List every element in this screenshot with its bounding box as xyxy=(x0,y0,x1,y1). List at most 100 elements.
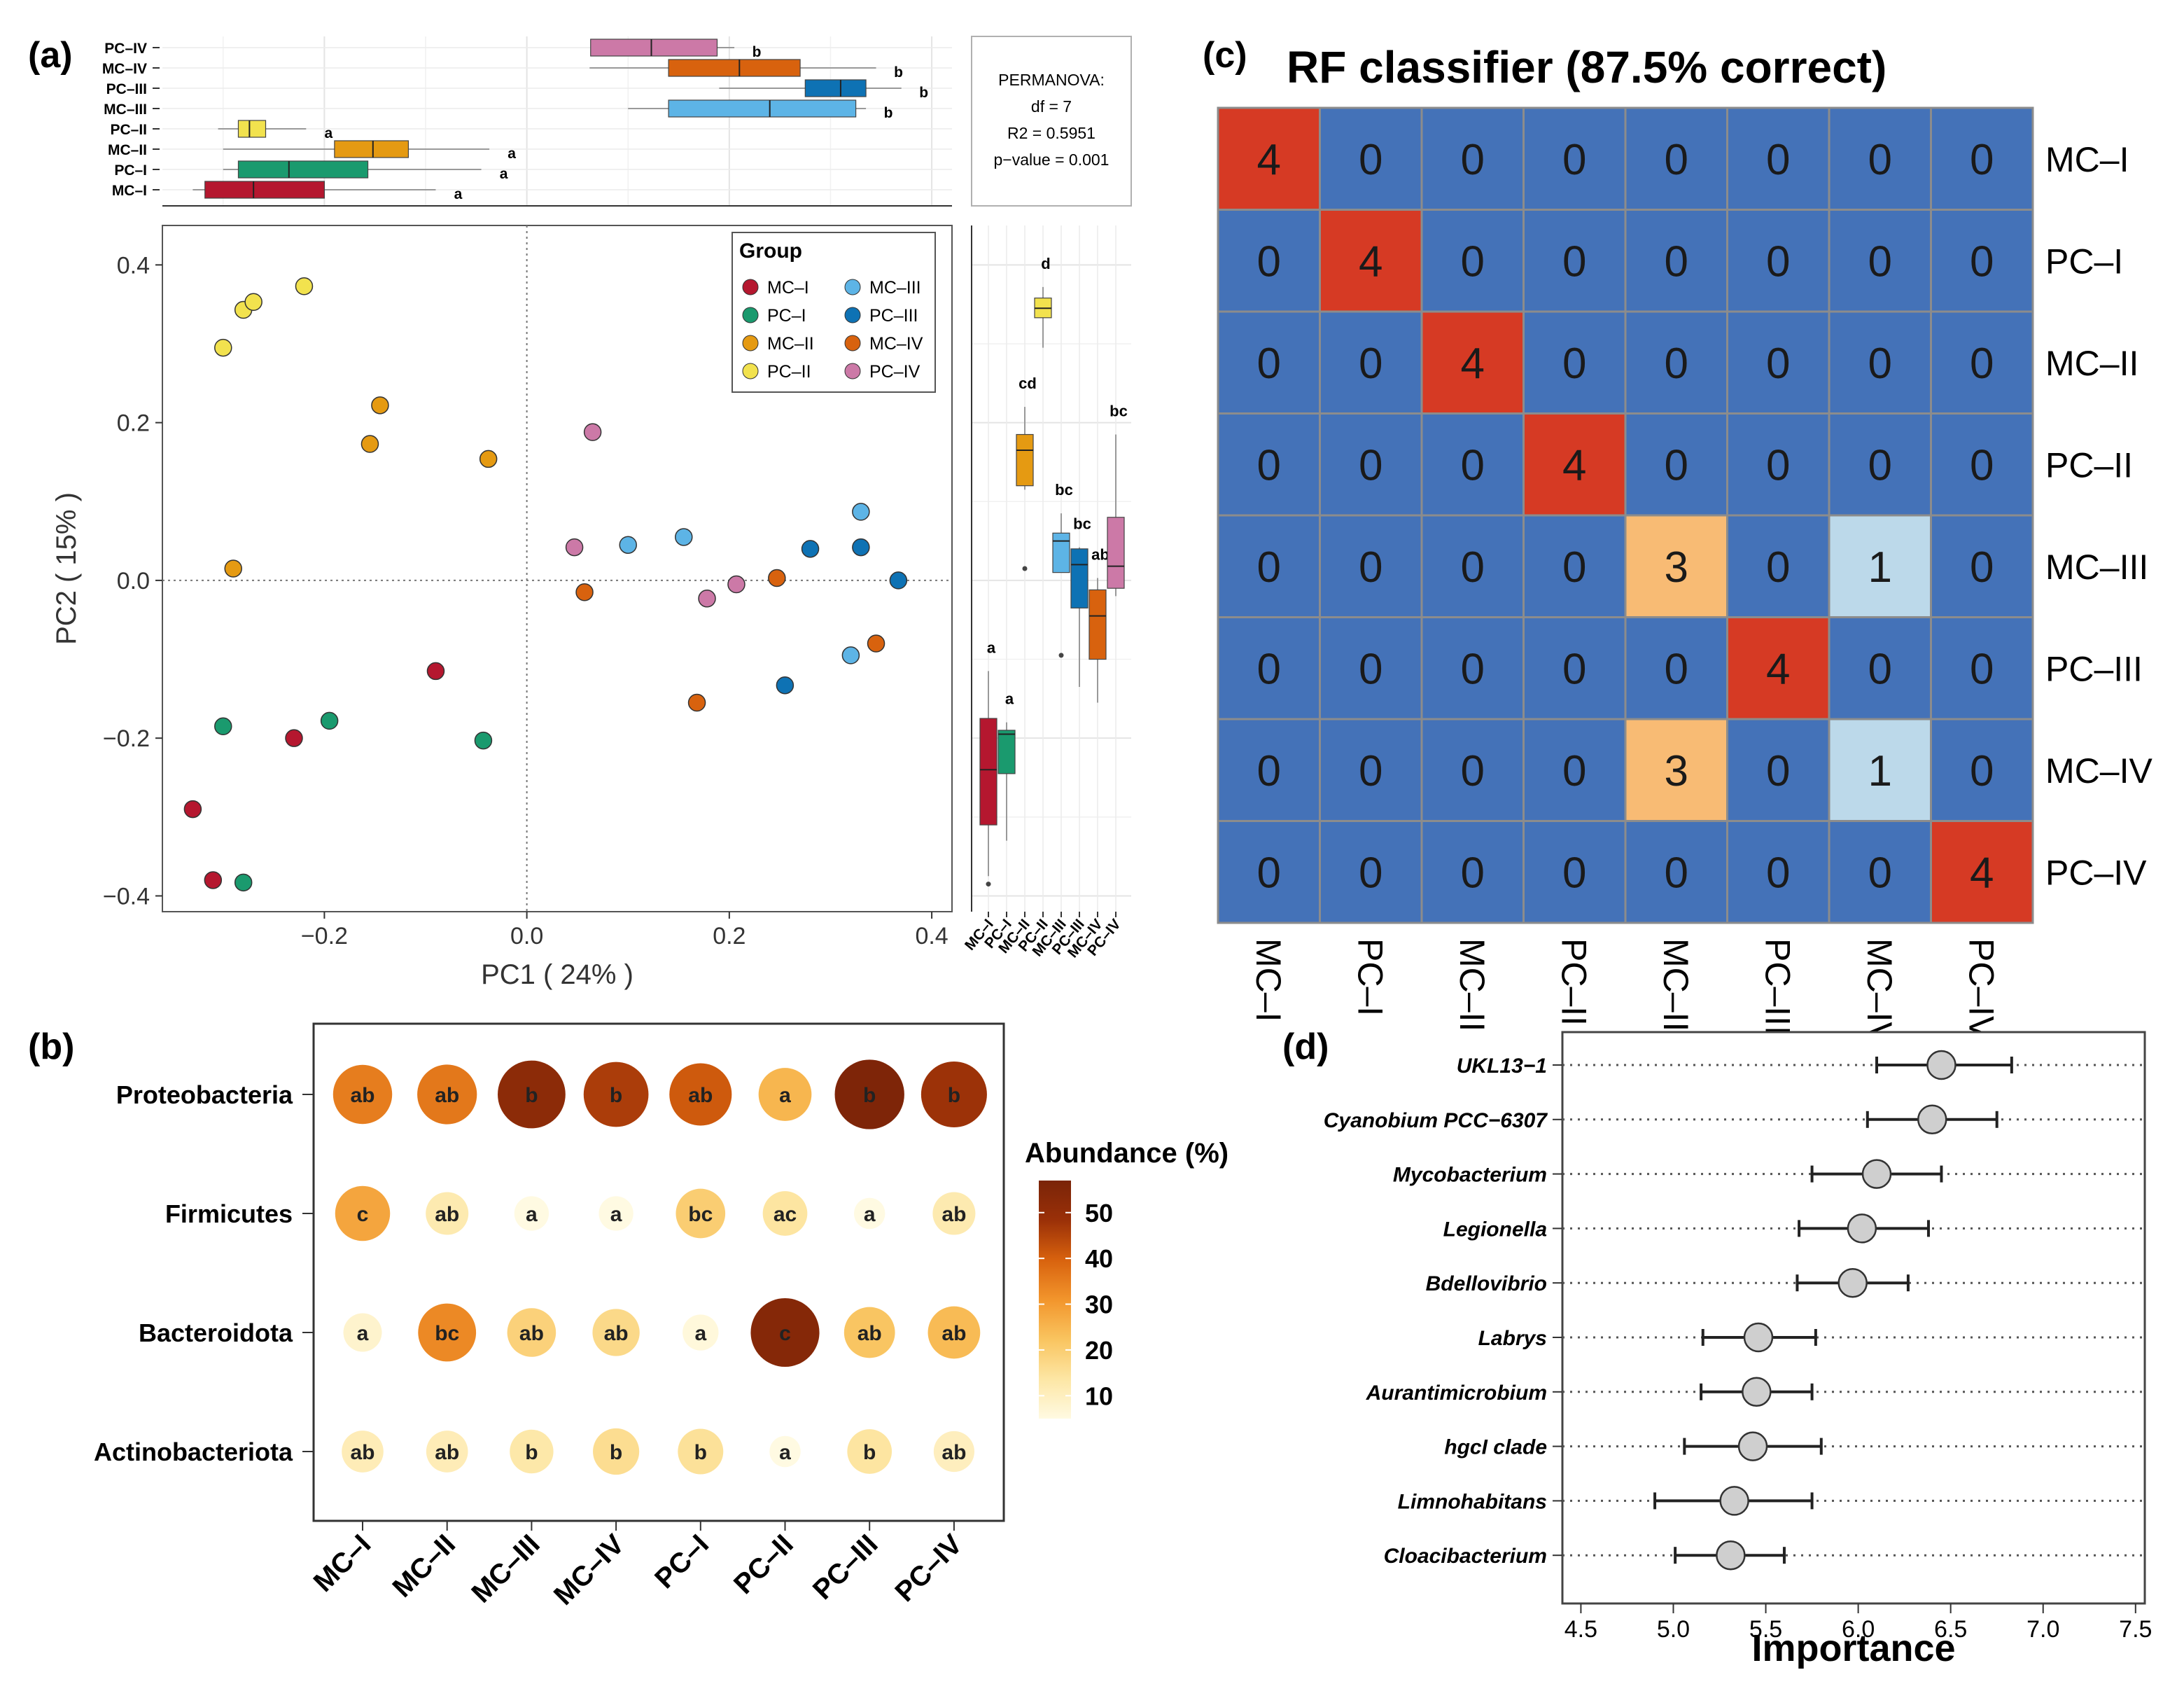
bubble-letter: b xyxy=(694,1441,707,1464)
bubble-letter: c xyxy=(357,1203,369,1226)
importance-taxon-label: Aurantimicrobium xyxy=(1366,1382,1547,1405)
bubble-letter: ab xyxy=(435,1441,459,1464)
importance-x-tick-label: 5.5 xyxy=(1749,1616,1782,1643)
pcoa-x-tick-label: 0.2 xyxy=(713,923,746,949)
importance-x-tick-label: 7.5 xyxy=(2119,1616,2152,1643)
right-box-pc-iii xyxy=(1070,548,1088,608)
confusion-cell-value: 0 xyxy=(1868,136,1892,184)
confusion-cell-value: 0 xyxy=(1970,645,1994,693)
bubble-row-label: Proteobacteria xyxy=(116,1080,293,1109)
confusion-cell xyxy=(1319,106,1423,211)
pcoa-legend-title: Group xyxy=(739,239,802,263)
confusion-cell-value: 0 xyxy=(1970,237,1994,286)
confusion-cell-value: 0 xyxy=(1766,543,1790,592)
bubble xyxy=(417,1064,477,1125)
bubble xyxy=(343,1313,382,1352)
confusion-cell-value: 0 xyxy=(1257,543,1281,592)
abundance-tick-label: 30 xyxy=(1085,1290,1113,1319)
bubble-letter: b xyxy=(863,1084,876,1107)
confusion-cell-value: 0 xyxy=(1461,136,1485,184)
pcoa-legend-swatch xyxy=(742,363,759,380)
confusion-cell-value: 0 xyxy=(1461,849,1485,897)
confusion-cell xyxy=(1726,106,1830,211)
abundance-tick-label: 40 xyxy=(1085,1244,1113,1273)
bubble-letter: b xyxy=(610,1084,622,1107)
importance-point xyxy=(1917,1104,1947,1135)
right-box-letter: d xyxy=(1041,255,1050,272)
pcoa-point-mc-iii xyxy=(852,503,870,521)
pcoa-point-mc-i xyxy=(285,729,303,747)
pcoa-point-pc-iv xyxy=(698,590,716,608)
pcoa-point-pc-iii xyxy=(801,540,820,558)
importance-x-tick-label: 4.5 xyxy=(1564,1616,1597,1643)
abundance-colorbar xyxy=(1039,1181,1071,1419)
confusion-cell-value: 0 xyxy=(1562,340,1586,388)
confusion-cell xyxy=(1522,209,1627,313)
importance-x-tick-label: 7.0 xyxy=(2026,1616,2059,1643)
panel-b-bubble-chart: Proteobacteria Firmicutes Bacteroidota Acti… xyxy=(94,1022,1228,1611)
bubble-row-label: Actinobacteriota xyxy=(94,1438,293,1466)
confusion-cell-value: 0 xyxy=(1868,441,1892,489)
confusion-cell xyxy=(1217,820,1321,924)
bubble xyxy=(847,1429,892,1474)
bubble-col-label: MC–I xyxy=(308,1529,377,1598)
top-box-letter: b xyxy=(752,44,762,60)
bubble-letter: ab xyxy=(941,1203,966,1226)
bubble-letter: ab xyxy=(350,1441,374,1464)
bubble-letter: b xyxy=(948,1084,960,1107)
confusion-cell-value: 0 xyxy=(1868,237,1892,286)
confusion-cell-value: 0 xyxy=(1257,747,1281,795)
confusion-cell xyxy=(1522,310,1627,415)
importance-taxon-label: Labrys xyxy=(1478,1327,1547,1350)
confusion-cell xyxy=(1624,310,1728,415)
top-box-category-label: MC–IV xyxy=(102,61,147,77)
pcoa-legend-label: MC–II xyxy=(767,334,814,354)
confusion-cell-value: 4 xyxy=(1461,340,1485,388)
pcoa-y-axis-title: PC2 ( 15% ) xyxy=(51,492,82,645)
bubble-letter: ab xyxy=(604,1322,629,1345)
confusion-cell xyxy=(1420,616,1525,721)
confusion-cell xyxy=(1319,412,1423,517)
confusion-cell-value: 0 xyxy=(1562,136,1586,184)
top-box-category-label: MC–III xyxy=(104,102,147,118)
confusion-cell xyxy=(1726,514,1830,618)
bubble-col-label: PC–II xyxy=(728,1529,799,1600)
top-box-mc-iii xyxy=(668,99,857,118)
importance-taxon-label: Cyanobium PCC−6307 xyxy=(1324,1109,1548,1132)
bubble xyxy=(342,1431,384,1473)
pcoa-legend-swatch xyxy=(742,279,759,295)
panel-label-b: (b) xyxy=(28,1027,74,1067)
bubble-letter: ab xyxy=(688,1084,713,1107)
importance-point xyxy=(1737,1431,1768,1461)
confusion-cell-value: 1 xyxy=(1868,543,1892,592)
confusion-cell xyxy=(1217,718,1321,822)
bubble-letter: bc xyxy=(688,1203,713,1226)
confusion-cell xyxy=(1319,310,1423,415)
confusion-cell xyxy=(1726,820,1830,924)
bubble xyxy=(769,1435,801,1468)
confusion-cell xyxy=(1828,616,1932,721)
right-box-letter: bc xyxy=(1073,515,1091,533)
bubble xyxy=(426,1192,469,1235)
bubble xyxy=(426,1431,468,1473)
bubble-letter: b xyxy=(525,1441,538,1464)
confusion-cell-value: 0 xyxy=(1766,340,1790,388)
right-box-mc-iii xyxy=(1052,532,1070,573)
abundance-tick-label: 50 xyxy=(1085,1199,1113,1227)
panel-label-d: (d) xyxy=(1282,1027,1329,1067)
confusion-cell-value: 0 xyxy=(1257,849,1281,897)
confusion-cell-value: 0 xyxy=(1257,237,1281,286)
bubble xyxy=(583,1062,649,1127)
pcoa-legend-label: MC–IV xyxy=(869,334,923,354)
top-box-category-label: PC–II xyxy=(110,122,147,138)
bubble-row-label: Firmicutes xyxy=(165,1199,293,1228)
confusion-cell-value: 0 xyxy=(1766,849,1790,897)
bubble xyxy=(510,1429,554,1474)
pcoa-point-mc-iv xyxy=(687,693,706,712)
pcoa-point-pc-i xyxy=(320,711,339,730)
confusion-col-label: MC–I xyxy=(1249,938,1288,1022)
permanova-line: PERMANOVA: xyxy=(998,71,1105,89)
top-box-mc-i xyxy=(204,181,325,199)
confusion-cell-value: 0 xyxy=(1461,747,1485,795)
